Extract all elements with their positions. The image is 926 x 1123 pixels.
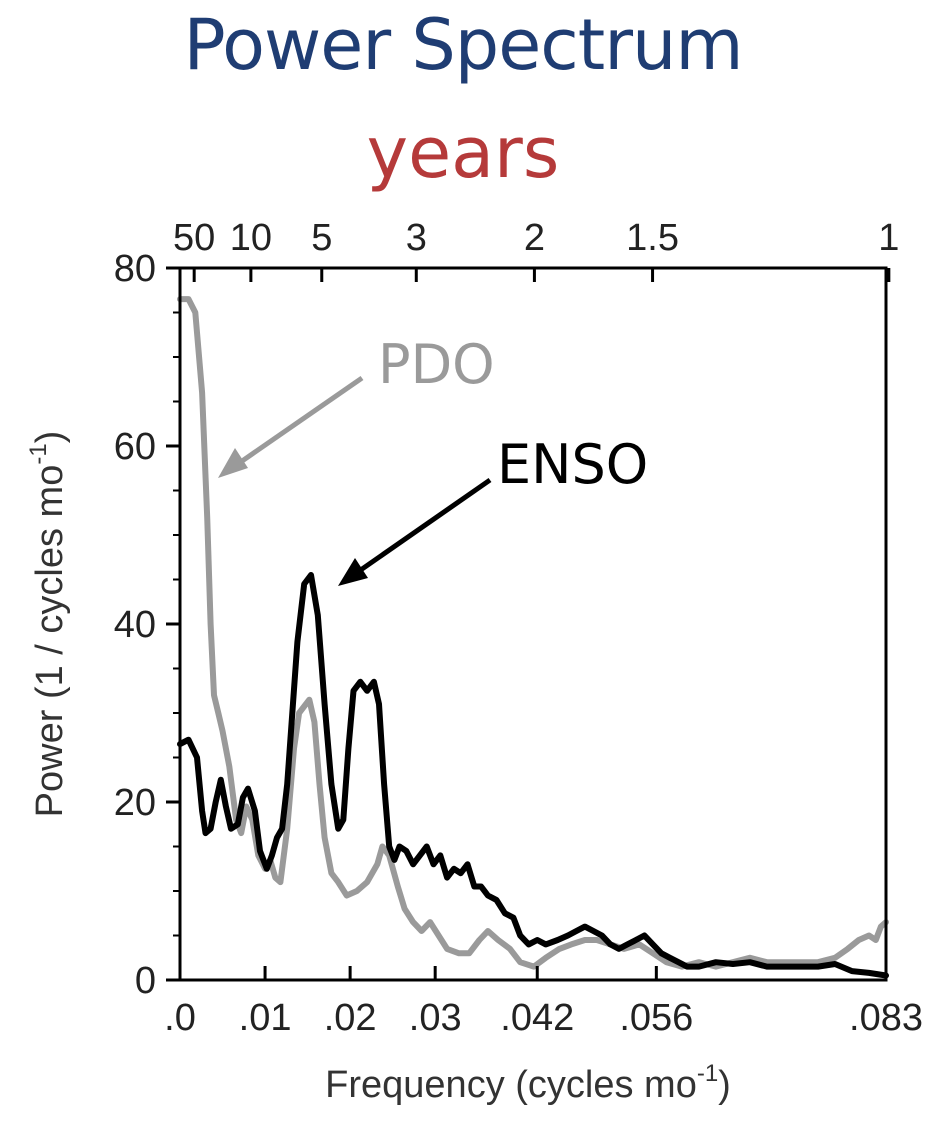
y-tick-label: 20 — [114, 782, 156, 824]
x-tick-label: .02 — [324, 997, 377, 1039]
x-tick-label: .056 — [619, 997, 693, 1039]
y-tick-label: 0 — [135, 960, 156, 1002]
x-tick-label: .03 — [409, 997, 462, 1039]
y-tick-label: 60 — [114, 426, 156, 468]
top-tick-label: 5 — [311, 217, 332, 259]
x-tick-label: .083 — [849, 997, 923, 1039]
pdo-arrow-line — [230, 375, 364, 471]
x-axis-title-close: ) — [718, 1064, 731, 1106]
plot-frame — [178, 266, 888, 982]
top-tick-label: 50 — [173, 217, 215, 259]
series-line-pdo — [177, 296, 889, 970]
y-axis-title: Power (1 / cycles mo-1) — [25, 431, 71, 818]
top-tick-label: 10 — [230, 217, 272, 259]
ticks-layer: 0 20 40 60 80 .0 .01 .02 .03 .042 .056 .083 50 10 5 3 2 1… — [114, 217, 923, 1039]
top-tick-label: 3 — [406, 217, 427, 259]
chart-title: Power Spectrum — [183, 4, 743, 86]
top-tick-label: 2 — [524, 217, 545, 259]
x-axis-title-sup: -1 — [697, 1060, 718, 1087]
x-tick-label: .01 — [239, 997, 292, 1039]
y-axis-title-close: ) — [29, 431, 71, 444]
pdo-arrow-head — [218, 448, 248, 478]
enso-annotation-label: ENSO — [497, 433, 648, 496]
top-tick-label: 1 — [878, 217, 899, 259]
top-tick-label: 1.5 — [626, 217, 679, 259]
enso-arrow-line — [350, 477, 492, 579]
chart-subtitle: years — [366, 112, 560, 194]
annotation-layer: PDO ENSO — [218, 333, 648, 586]
y-axis-title-sup: -1 — [25, 443, 52, 464]
series-layer — [177, 296, 889, 979]
x-axis-title-text: Frequency (cycles mo — [325, 1064, 697, 1106]
series-line-enso — [177, 572, 889, 979]
y-tick-label: 40 — [114, 604, 156, 646]
y-tick-label: 80 — [114, 248, 156, 290]
pdo-annotation-label: PDO — [378, 333, 495, 396]
x-tick-label: .0 — [164, 997, 196, 1039]
x-tick-label: .042 — [500, 997, 574, 1039]
y-axis-title-text: Power (1 / cycles mo — [29, 465, 71, 818]
x-axis-title: Frequency (cycles mo-1) — [325, 1060, 731, 1106]
enso-arrow-head — [338, 558, 368, 586]
